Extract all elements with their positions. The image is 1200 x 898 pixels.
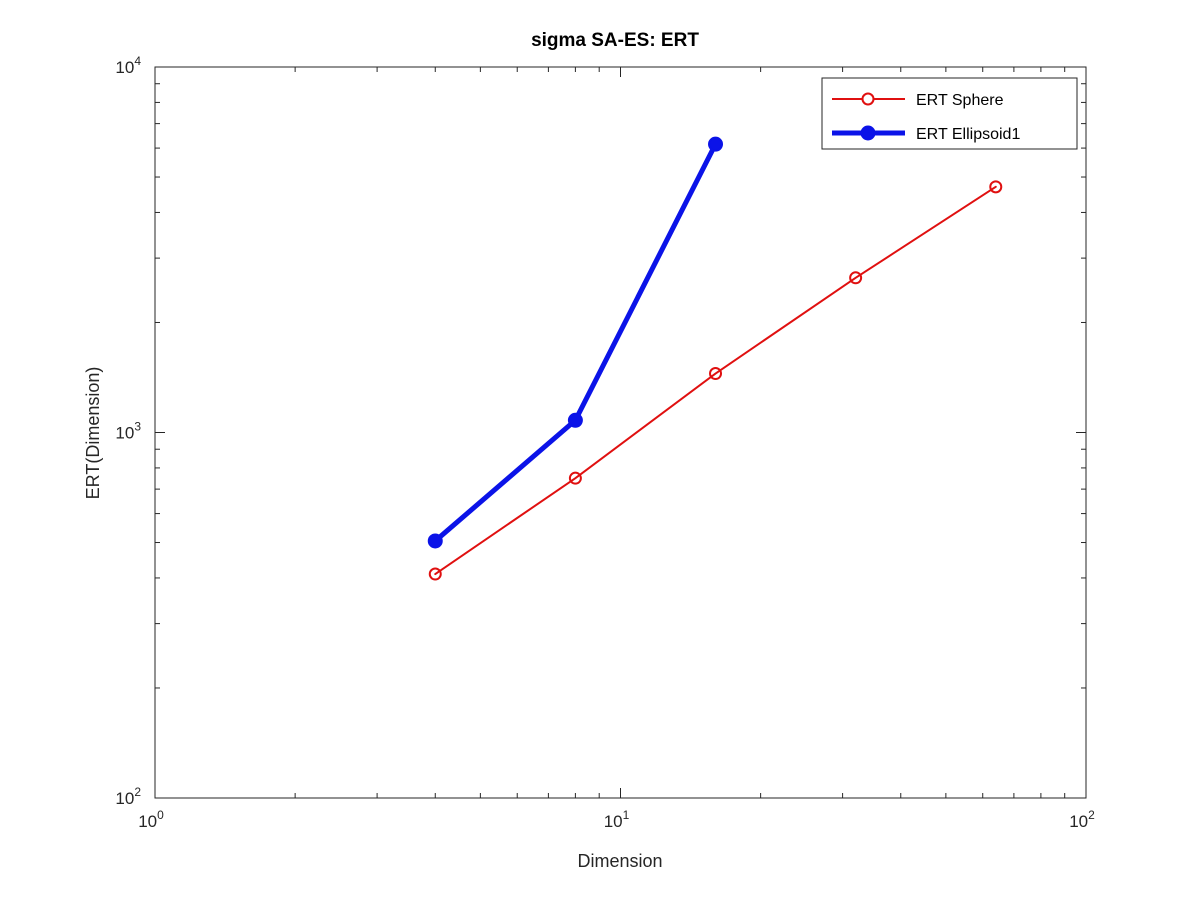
x-tick-label: 101 xyxy=(604,808,630,831)
data-point-ert-sphere xyxy=(709,367,723,381)
data-point-ert-sphere xyxy=(989,180,1003,194)
data-point-ert-sphere xyxy=(428,567,442,581)
y-tick-label: 103 xyxy=(115,420,141,443)
legend-entry-label: ERT Ellipsoid1 xyxy=(916,126,1020,143)
y-tick-label: 102 xyxy=(115,785,141,808)
legend-entry-label: ERT Sphere xyxy=(916,92,1004,109)
y-axis-ticks xyxy=(155,83,1086,689)
chart-title: sigma SA-ES: ERT xyxy=(531,30,699,51)
data-point-ert-ellipsoid1 xyxy=(427,533,443,549)
x-tick-label: 100 xyxy=(138,808,164,831)
series-layer xyxy=(427,136,1003,581)
series-line-ert-sphere xyxy=(434,185,997,576)
x-axis-tick-labels: 100 101 102 xyxy=(138,808,1095,831)
legend-marker xyxy=(861,92,875,106)
data-point-ert-sphere xyxy=(849,271,863,285)
plot-area xyxy=(154,66,1087,799)
data-point-ert-sphere xyxy=(568,471,582,485)
y-axis-label: ERT(Dimension) xyxy=(83,367,103,500)
axes-box xyxy=(154,66,1087,799)
data-point-ert-ellipsoid1 xyxy=(567,412,583,428)
legend: ERT Sphere ERT Ellipsoid1 xyxy=(821,77,1078,150)
x-tick-label: 102 xyxy=(1069,808,1095,831)
legend-marker xyxy=(860,125,876,141)
y-axis-tick-labels: 102 103 104 xyxy=(115,54,141,808)
x-axis-label: Dimension xyxy=(577,851,662,871)
data-point-ert-ellipsoid1 xyxy=(708,136,724,152)
x-axis-ticks xyxy=(294,67,1066,798)
y-tick-label: 104 xyxy=(115,54,141,77)
